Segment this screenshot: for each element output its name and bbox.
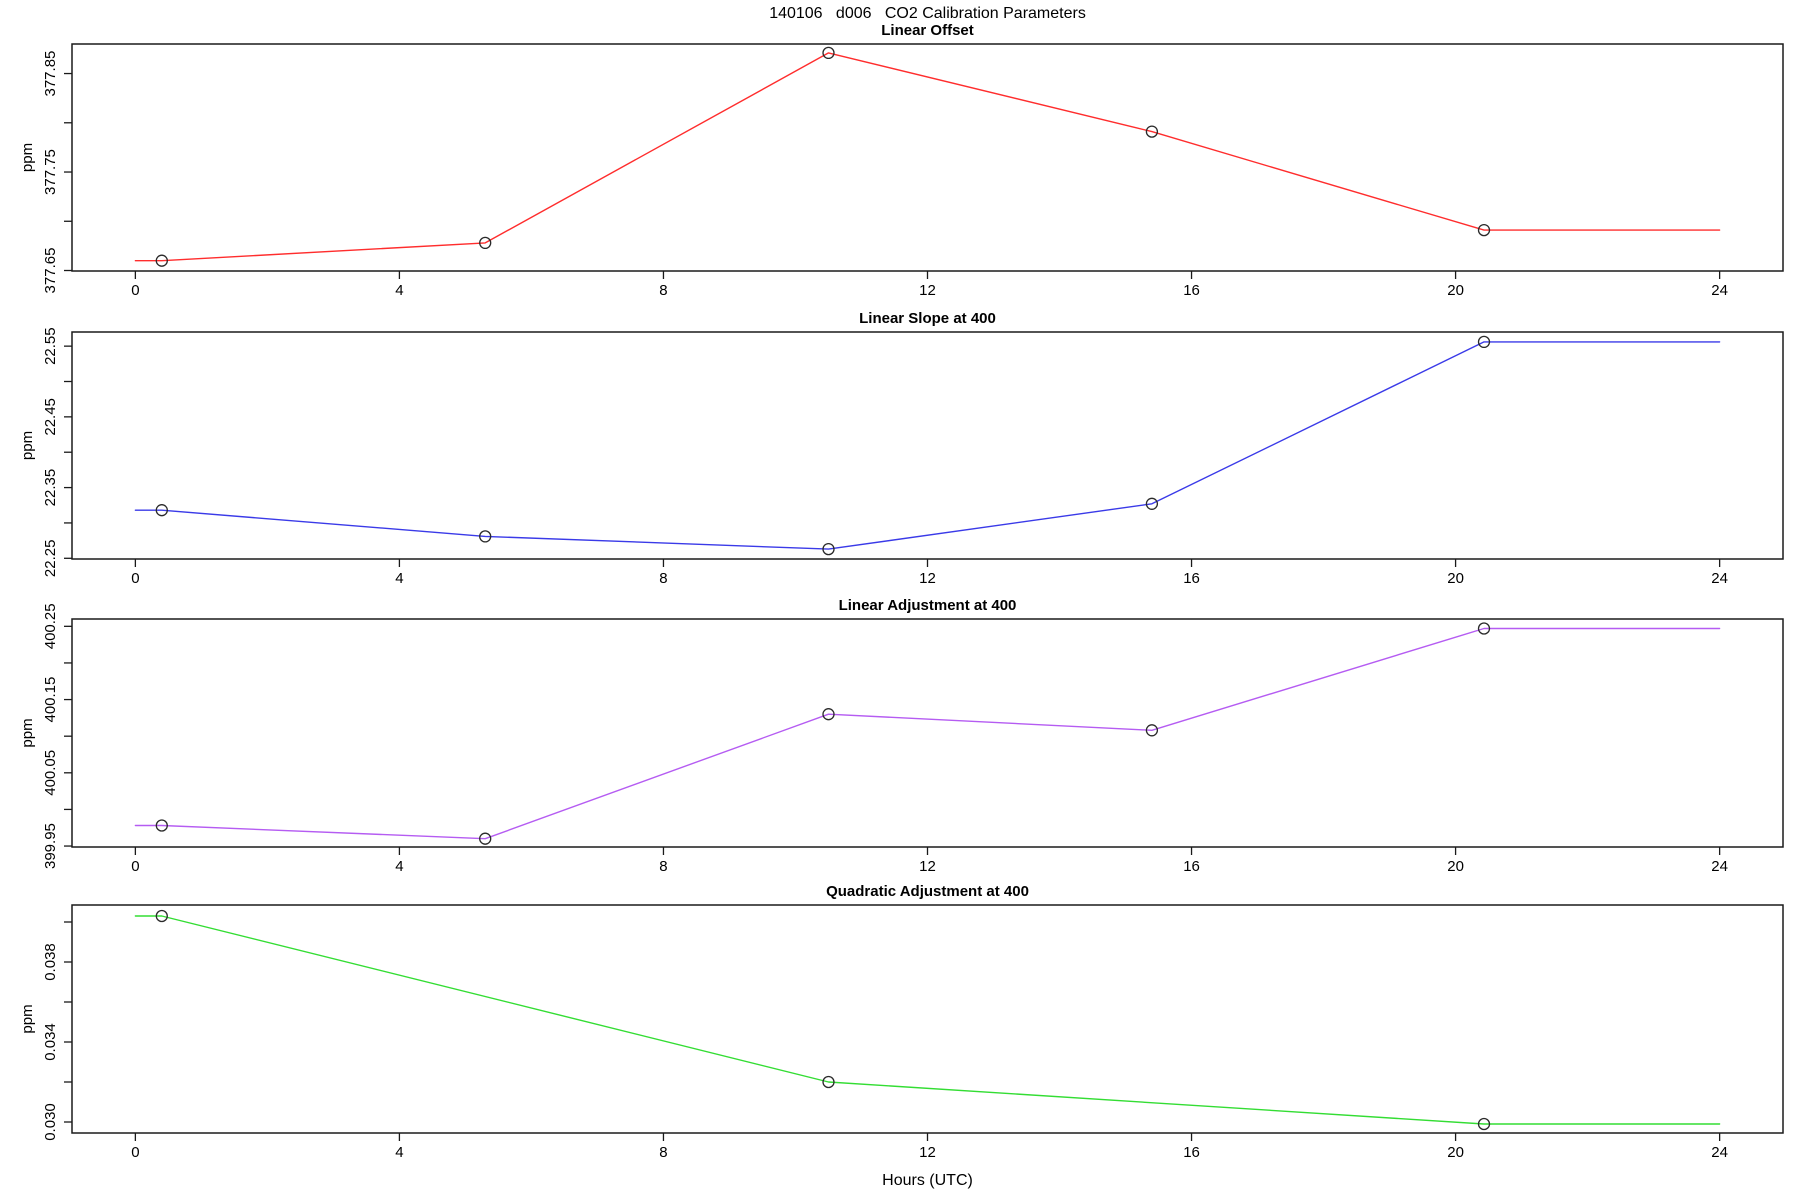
y-tick-label: 400.25 — [42, 603, 59, 649]
x-tick-label: 4 — [395, 570, 403, 587]
data-point-marker — [822, 708, 835, 721]
x-tick-label: 24 — [1711, 282, 1728, 299]
x-tick-label: 0 — [131, 858, 139, 875]
x-axis-label: Hours (UTC) — [882, 1172, 973, 1189]
x-tick-label: 0 — [131, 1144, 139, 1161]
data-point-marker — [1477, 335, 1491, 349]
y-tick-label: 377.85 — [42, 51, 59, 97]
series-line — [134, 341, 1721, 550]
panel-title: Linear Adjustment at 400 — [839, 597, 1017, 614]
x-tick-label: 20 — [1447, 858, 1464, 875]
y-tick-label: 0.038 — [42, 943, 59, 981]
y-tick-label: 22.55 — [42, 327, 59, 365]
data-point-marker — [155, 254, 168, 267]
panel-quadratic-adjustment-at-400: Quadratic Adjustment at 400 0 4 8 12 16 20 24 0.… — [19, 883, 1784, 1161]
y-tick-label: 377.75 — [42, 149, 59, 195]
data-point-marker — [155, 504, 168, 517]
x-tick-label: 8 — [659, 570, 667, 587]
data-point-marker — [1477, 1117, 1491, 1131]
x-tick-label: 4 — [395, 858, 403, 875]
x-tick-label: 12 — [919, 858, 936, 875]
x-tick-label: 16 — [1183, 858, 1200, 875]
data-point-marker — [155, 909, 168, 923]
panel-linear-offset: Linear Offset 0 4 8 12 16 20 24 377.65 377.75 377.… — [19, 22, 1784, 299]
data-point-marker — [822, 46, 835, 60]
series-line — [134, 627, 1721, 840]
data-point-marker — [1477, 622, 1491, 635]
y-tick-label: 377.65 — [42, 248, 59, 294]
plot-border — [71, 331, 1784, 560]
figure-title: 140106 d006 CO2 Calibration Parameters — [769, 5, 1086, 22]
y-tick-label: 400.05 — [42, 750, 59, 796]
y-axis-unit-label: ppm — [19, 1004, 36, 1033]
panel-title: Linear Slope at 400 — [859, 310, 996, 327]
x-tick-label: 12 — [919, 1144, 936, 1161]
x-tick-label: 12 — [919, 570, 936, 587]
x-tick-label: 4 — [395, 282, 403, 299]
y-tick-label: 400.15 — [42, 677, 59, 723]
y-axis-unit-label: ppm — [19, 143, 36, 172]
x-tick-label: 24 — [1711, 570, 1728, 587]
x-tick-label: 8 — [659, 858, 667, 875]
plot-border — [71, 904, 1784, 1134]
x-tick-label: 24 — [1711, 1144, 1728, 1161]
x-tick-label: 8 — [659, 282, 667, 299]
data-point-marker — [1145, 125, 1159, 138]
data-point-marker — [1145, 724, 1159, 737]
y-axis-unit-label: ppm — [19, 431, 36, 460]
data-point-marker — [155, 819, 168, 832]
y-tick-label: 0.034 — [42, 1023, 59, 1061]
data-point-marker — [479, 832, 492, 845]
y-tick-label: 399.95 — [42, 823, 59, 869]
x-tick-label: 16 — [1183, 570, 1200, 587]
y-tick-label: 22.25 — [42, 540, 59, 578]
y-tick-label: 0.030 — [42, 1103, 59, 1141]
data-point-marker — [1477, 223, 1491, 237]
plot-border — [71, 43, 1784, 272]
y-tick-label: 22.35 — [42, 469, 59, 507]
x-tick-label: 12 — [919, 282, 936, 299]
series-line — [134, 52, 1721, 262]
x-tick-label: 16 — [1183, 282, 1200, 299]
x-tick-label: 4 — [395, 1144, 403, 1161]
y-tick-label: 22.45 — [42, 398, 59, 436]
data-point-marker — [479, 530, 492, 543]
panel-linear-adjustment-at-400: Linear Adjustment at 400 0 4 8 12 16 20 24 399.9… — [19, 597, 1784, 875]
y-axis-unit-label: ppm — [19, 718, 36, 747]
data-point-marker — [1145, 497, 1159, 510]
x-tick-label: 8 — [659, 1144, 667, 1161]
x-tick-label: 0 — [131, 282, 139, 299]
series-line — [134, 915, 1721, 1125]
panel-title: Quadratic Adjustment at 400 — [826, 883, 1029, 900]
x-tick-label: 20 — [1447, 282, 1464, 299]
plot-border — [71, 618, 1784, 848]
x-tick-label: 0 — [131, 570, 139, 587]
x-tick-label: 20 — [1447, 570, 1464, 587]
x-tick-label: 24 — [1711, 858, 1728, 875]
panel-linear-slope-at-400: Linear Slope at 400 0 4 8 12 16 20 24 22.25 22.35… — [19, 310, 1784, 587]
data-point-marker — [822, 1075, 835, 1089]
data-point-marker — [479, 236, 492, 250]
data-point-marker — [822, 542, 835, 556]
x-tick-label: 20 — [1447, 1144, 1464, 1161]
panel-title: Linear Offset — [881, 22, 974, 39]
x-tick-label: 16 — [1183, 1144, 1200, 1161]
